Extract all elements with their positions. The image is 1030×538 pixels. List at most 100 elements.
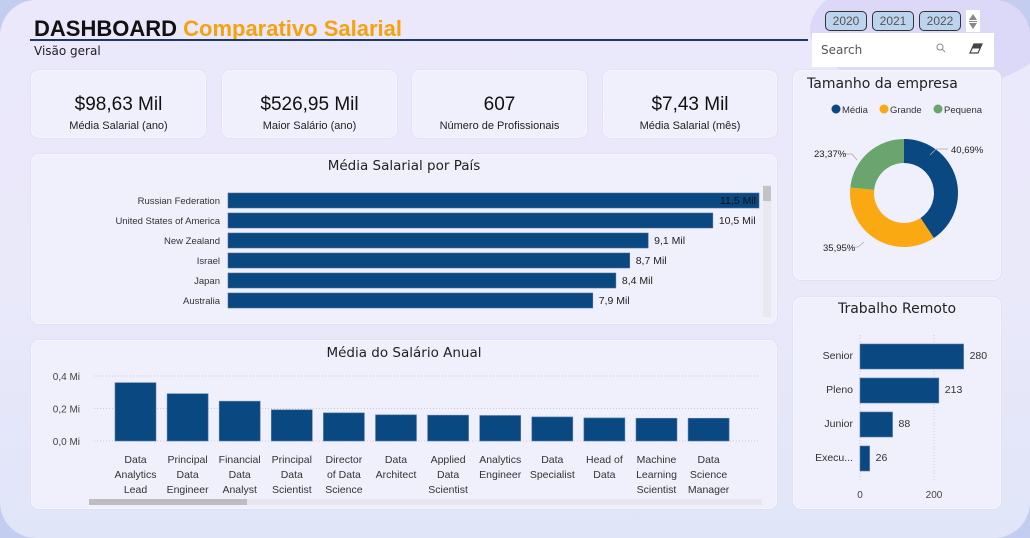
x-tick-label: Analytics	[479, 454, 521, 466]
category-label: Japan	[194, 276, 220, 287]
scrollbar-track[interactable]	[763, 185, 771, 317]
bar[interactable]	[583, 417, 626, 442]
x-tick-label: Engineer	[479, 469, 522, 481]
x-tick-label: Principal	[167, 454, 207, 466]
bar[interactable]	[227, 232, 649, 249]
eraser-icon[interactable]	[969, 43, 983, 54]
leader-line	[844, 153, 858, 161]
year-button-2020[interactable]: 2020	[825, 11, 867, 31]
annual-salary-chart-card: Média do Salário Anual 0,0 Mi 0,2 Mi 0,4 M…	[31, 340, 777, 509]
remote-work-chart: 0 200 Senior 280 Pleno 213 Junior 88 Execu... 26	[815, 335, 988, 501]
scrollbar-thumb[interactable]	[89, 499, 247, 505]
kpi-label: Média Salarial (mês)	[639, 120, 741, 132]
data-label: 7,9 Mil	[599, 295, 630, 307]
arrow-down-icon[interactable]	[969, 22, 977, 29]
data-label: 40,69%	[951, 145, 984, 156]
x-tick-label: Data	[698, 454, 720, 466]
bar[interactable]	[859, 445, 870, 472]
x-tick-label: Science	[325, 484, 363, 496]
bar[interactable]	[859, 377, 940, 404]
bar[interactable]	[227, 272, 617, 289]
leader-line	[851, 241, 865, 248]
x-tick-label: Data	[593, 469, 615, 481]
category-label: Senior	[823, 350, 854, 362]
scrollbar-track[interactable]	[89, 499, 762, 505]
bar[interactable]	[859, 343, 964, 370]
kpi-card-media-salarial-ano: $98,63 Mil Média Salarial (ano)	[31, 70, 206, 138]
spinner-divider	[969, 20, 977, 22]
x-tick-label: 0	[857, 490, 863, 501]
kpi-label: Maior Salário (ano)	[262, 120, 357, 132]
x-tick-label: Engineer	[167, 484, 210, 496]
bar[interactable]	[479, 415, 522, 442]
category-label: Australia	[183, 296, 221, 307]
x-tick-label: Principal	[272, 454, 312, 466]
category-label: New Zealand	[164, 236, 220, 247]
data-label: 213	[945, 384, 963, 396]
search-icon[interactable]	[936, 43, 946, 53]
x-tick-label: Lead	[124, 484, 148, 496]
year-button-2022[interactable]: 2022	[919, 11, 961, 31]
data-label: 9,1 Mil	[654, 235, 685, 247]
search-input[interactable]	[821, 43, 931, 57]
data-label: 23,37%	[814, 149, 847, 160]
data-label: 88	[899, 418, 911, 430]
donut-slice[interactable]	[904, 139, 958, 239]
x-tick-label: Analyst	[222, 484, 257, 496]
page-subtitle: Visão geral	[34, 44, 101, 58]
x-tick-label: Financial	[219, 454, 261, 466]
search-box	[812, 33, 994, 67]
bar[interactable]	[227, 252, 631, 269]
legend-marker	[933, 104, 943, 114]
x-tick-label: Data	[177, 469, 199, 481]
year-button-2021[interactable]: 2021	[872, 11, 914, 31]
y-tick-label: 0,4 Mi	[53, 372, 80, 383]
data-label: 10,5 Mil	[719, 215, 756, 227]
category-label: Execu...	[815, 452, 853, 464]
country-salary-chart-card: Média Salarial por País Russian Federati…	[31, 154, 777, 324]
x-tick-label: Director	[326, 454, 363, 466]
chart-title: Tamanho da empresa	[807, 76, 958, 92]
bar[interactable]	[427, 414, 469, 442]
bar[interactable]	[166, 393, 209, 442]
kpi-value: 607	[483, 94, 516, 115]
data-label: 280	[970, 350, 988, 362]
data-label: 35,95%	[823, 243, 856, 254]
bar[interactable]	[375, 414, 417, 442]
year-scroll-spinner[interactable]	[966, 10, 980, 32]
title-divider	[30, 39, 808, 41]
bar[interactable]	[114, 382, 157, 442]
bar[interactable]	[635, 417, 678, 442]
bar[interactable]	[859, 411, 893, 438]
title-comparativo: Comparativo Salarial	[183, 16, 402, 41]
bar[interactable]	[218, 400, 261, 442]
legend-label[interactable]: Pequena	[944, 105, 983, 116]
x-tick-label: of Data	[327, 469, 361, 481]
y-tick-label: 0,2 Mi	[53, 405, 80, 416]
company-size-chart-card: Tamanho da empresa Média Grande Pequena 40,…	[793, 70, 1001, 280]
bar[interactable]	[227, 292, 594, 309]
x-tick-label: Data	[385, 454, 407, 466]
data-label: 8,7 Mil	[636, 255, 667, 267]
x-tick-label: Analytics	[114, 469, 156, 481]
arrow-up-icon[interactable]	[969, 13, 977, 20]
bar[interactable]	[227, 212, 714, 229]
legend-label[interactable]: Grande	[890, 105, 922, 116]
x-tick-label: Data	[229, 469, 251, 481]
chart-title: Média Salarial por País	[327, 158, 481, 174]
donut-slice[interactable]	[850, 139, 904, 190]
x-tick-label: Scientist	[272, 484, 312, 496]
donut-slice[interactable]	[850, 187, 934, 247]
bar[interactable]	[227, 192, 760, 209]
bar[interactable]	[271, 409, 313, 442]
bar[interactable]	[531, 416, 574, 442]
bar[interactable]	[323, 412, 365, 442]
scrollbar-thumb[interactable]	[763, 186, 771, 201]
kpi-value: $7,43 Mil	[651, 94, 729, 115]
legend-label[interactable]: Média	[842, 105, 869, 116]
bar[interactable]	[687, 417, 730, 442]
category-label: Pleno	[826, 384, 853, 396]
x-tick-label: 200	[926, 490, 943, 501]
annual-salary-chart: 0,0 Mi 0,2 Mi 0,4 Mi Data Analytics Lead Princ…	[53, 372, 762, 505]
